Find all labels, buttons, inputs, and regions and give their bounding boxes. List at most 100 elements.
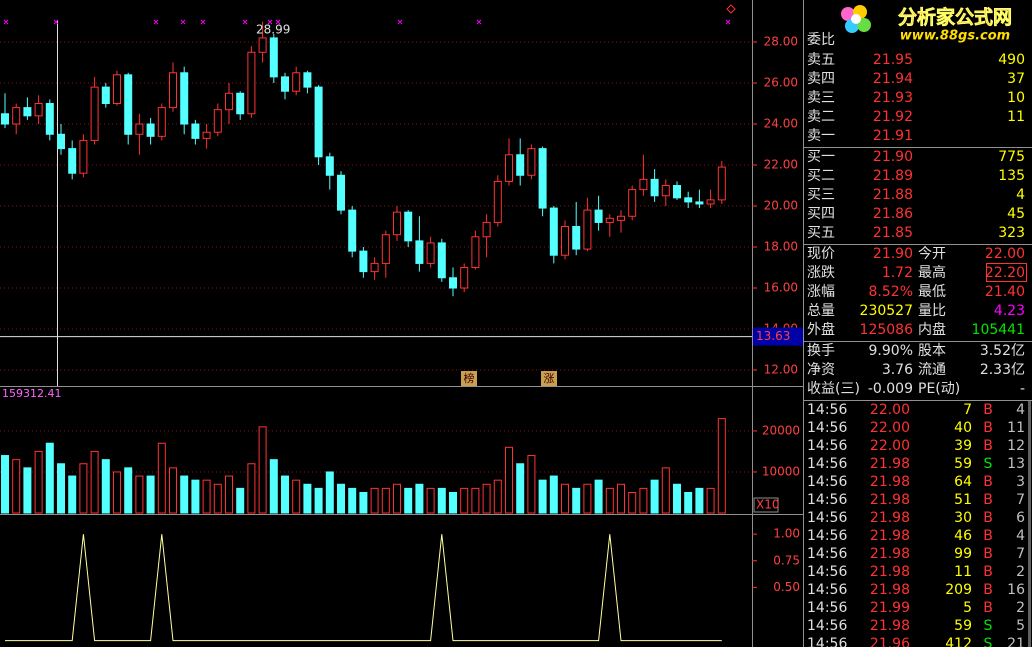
volume-bar [146,475,155,514]
volume-bar [225,475,233,514]
tick-count: 7 [1016,546,1025,562]
tick-price: 21.98 [870,618,910,634]
volume-bar [617,483,625,514]
tick-count: 7 [1016,492,1025,508]
volume-bar [673,483,681,514]
book-level: 买一 [807,149,835,165]
candle-body [337,174,345,211]
stat-label: 外盘 [807,321,835,338]
book-price: 21.94 [873,71,913,87]
volume-bar [1,455,9,514]
volume-bar [34,450,43,514]
tick-volume: 40 [954,420,972,436]
book-level: 卖一 [807,128,835,144]
y-tick-label: 0.50 [773,580,800,594]
volume-unit: X10 [756,498,780,512]
volume-bar [538,479,547,514]
info-label: 换手 [807,342,835,359]
candle-body [135,123,144,135]
volume-bar [23,467,32,514]
book-price: 21.85 [873,225,913,241]
candle-body [236,92,245,115]
tick-time: 14:56 [807,420,847,436]
volume-bar [650,479,659,514]
cursor-value-label: 13.63 [756,329,790,343]
tick-price: 21.98 [870,564,910,580]
candle-body [404,211,413,242]
candle-body [706,199,715,205]
volume-bar [12,459,21,514]
tick-volume: 99 [954,546,972,562]
candle-body [180,72,189,125]
book-volume: 45 [1007,206,1025,222]
candle-body [661,185,670,197]
candle-body [45,103,54,135]
volume-bar [124,467,133,514]
volume-bar [113,471,121,514]
book-volume: 10 [1007,90,1025,106]
volume-bar [706,487,715,514]
tick-count: 2 [1016,564,1025,580]
tick-volume: 51 [954,492,972,508]
candle-body [628,189,637,217]
volume-bar [314,487,323,514]
tick-time: 14:56 [807,636,847,647]
volume-bar [269,459,278,514]
volume-bar [639,487,648,514]
candle-body [57,133,65,150]
candle-body [650,178,659,197]
y-tick-label: 20.00 [764,199,798,213]
candle-body [594,209,603,223]
book-volume: 323 [998,225,1025,241]
volume-bar [605,487,614,514]
stat-value: 22.00 [985,246,1025,262]
tick-side: B [983,438,993,454]
tick-volume: 46 [954,528,972,544]
tick-volume: 209 [945,582,972,598]
y-tick-label: 28.00 [764,35,798,49]
candle-body [561,226,569,256]
candle-body [79,139,88,174]
volume-bar [325,471,334,514]
stat-value: 4.23 [994,303,1025,319]
tick-time: 14:56 [807,456,847,472]
y-tick-label: 1.00 [773,527,800,541]
stat-label: 涨幅 [807,284,835,300]
book-price: 21.89 [873,168,913,184]
tick-count: 4 [1016,402,1025,418]
volume-bar [337,483,345,514]
y-tick-label: 20000 [762,423,800,437]
tick-price: 22.00 [870,420,910,436]
tick-count: 13 [1007,456,1025,472]
volume-bar [359,491,368,514]
stat-label: 最低 [918,284,946,300]
tick-count: 21 [1007,636,1025,647]
tick-time: 14:56 [807,474,847,490]
volume-bar [449,491,457,514]
signal-markers [3,19,731,25]
tick-count: 16 [1007,582,1025,598]
candle-body [292,72,301,92]
tick-time: 14:56 [807,582,847,598]
book-price: 21.95 [873,52,913,68]
candle-body [247,51,256,115]
tick-volume: 11 [954,564,972,580]
tick-side: B [983,546,993,562]
volume-bar [191,479,200,514]
volume-bar [695,487,704,514]
candle-body [449,277,457,289]
y-tick-label: 16.00 [764,281,798,295]
tick-price: 21.98 [870,474,910,490]
candle-body [460,267,469,289]
candle-body [90,86,99,141]
tick-side: B [983,474,993,490]
stat-label: 今开 [918,246,946,262]
y-tick-label: 12.00 [764,363,798,377]
book-volume: 4 [1016,187,1025,203]
volume-bar [471,487,480,514]
tick-volume: 7 [963,402,972,418]
volume-bar [101,459,110,514]
volume-bar [281,475,289,514]
volume-bar [482,483,491,514]
